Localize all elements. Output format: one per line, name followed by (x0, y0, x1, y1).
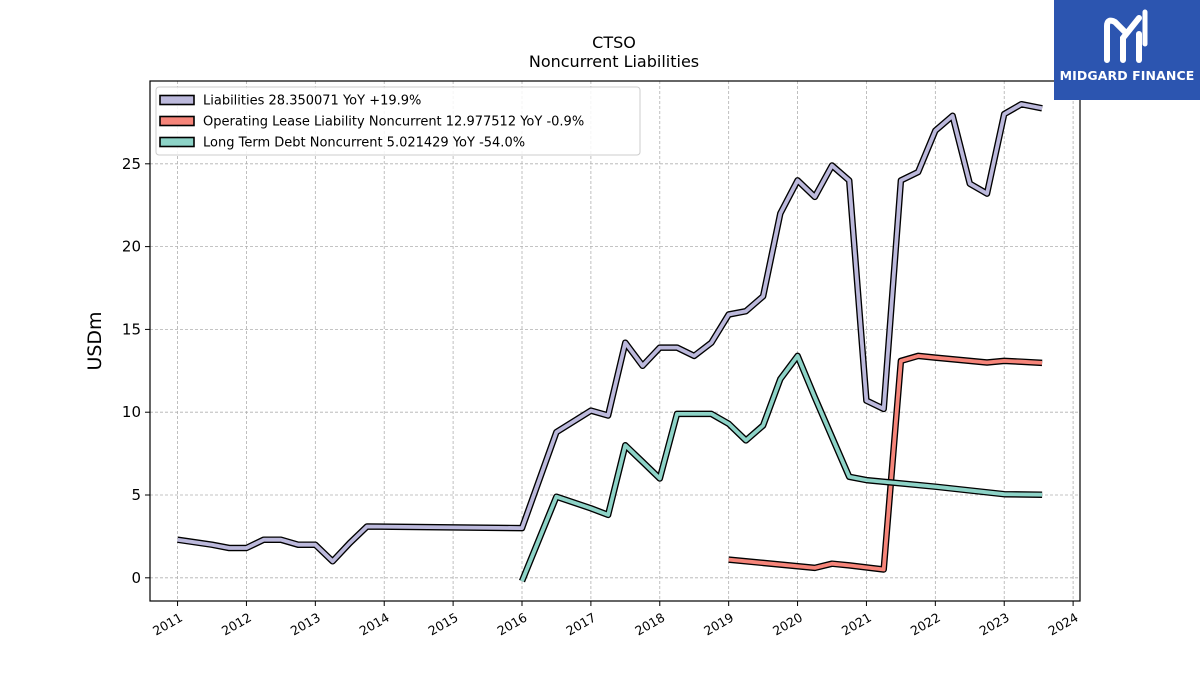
series-line-long-term-debt-noncurrent (520, 353, 1043, 582)
x-tick-label: 2013 (288, 610, 323, 639)
x-tick-label: 2023 (977, 610, 1012, 639)
series-layer (177, 100, 1043, 583)
legend-swatch-long-term-debt-noncurrent (159, 136, 195, 148)
y-axis: 0 5 10 15 20 25 (122, 155, 150, 587)
series-line-liabilities (177, 102, 1043, 564)
x-tick-label: 2015 (426, 610, 461, 639)
x-tick-label: 2016 (494, 610, 529, 639)
x-tick-label: 2012 (219, 610, 254, 639)
legend-label-operating-lease-liability-noncurrent: Operating Lease Liability Noncurrent 12.… (203, 115, 584, 130)
legend-box (155, 86, 641, 156)
legend: Liabilities 28.350071 YoY +19.9% Operatin… (155, 86, 641, 156)
brand-name: MIDGARD FINANCE (1059, 68, 1195, 83)
x-tick-label: 2014 (357, 610, 392, 639)
x-tick-label: 2020 (770, 610, 805, 639)
legend-label-liabilities: Liabilities 28.350071 YoY +19.9% (203, 94, 421, 109)
x-tick-label: 2019 (701, 610, 736, 639)
x-axis: 2011 2012 2013 2014 2015 2016 2017 2018 2019 2020… (150, 601, 1081, 639)
y-tick-label: 0 (131, 569, 141, 587)
legend-swatch-operating-lease-liability-noncurrent (159, 115, 195, 127)
x-tick-label: 2017 (563, 610, 598, 639)
y-tick-label: 20 (122, 238, 141, 256)
x-tick-label: 2011 (150, 610, 185, 639)
series-line-operating-lease-liability-noncurrent (728, 353, 1043, 572)
brand-logo: MIDGARD FINANCE (1054, 0, 1200, 100)
y-tick-label: 15 (122, 320, 141, 338)
x-tick-label: 2022 (908, 610, 943, 639)
legend-swatch-liabilities (159, 94, 195, 106)
grid-lines (150, 81, 1080, 601)
y-axis-label: USDm (84, 311, 106, 370)
chart-subtitle: Noncurrent Liabilities (529, 52, 699, 71)
legend-label-long-term-debt-noncurrent: Long Term Debt Noncurrent 5.021429 YoY -… (203, 136, 525, 151)
x-tick-label: 2024 (1046, 610, 1081, 639)
plot-frame (149, 80, 1081, 602)
x-tick-label: 2021 (839, 610, 874, 639)
midgard-m-icon (1104, 9, 1148, 63)
x-tick-label: 2018 (632, 610, 667, 639)
y-tick-label: 5 (131, 486, 141, 504)
series-outline-long-term-debt-noncurrent (518, 352, 1043, 583)
y-tick-label: 25 (122, 155, 141, 173)
y-tick-label: 10 (122, 403, 141, 421)
chart-title: CTSO (592, 33, 636, 52)
